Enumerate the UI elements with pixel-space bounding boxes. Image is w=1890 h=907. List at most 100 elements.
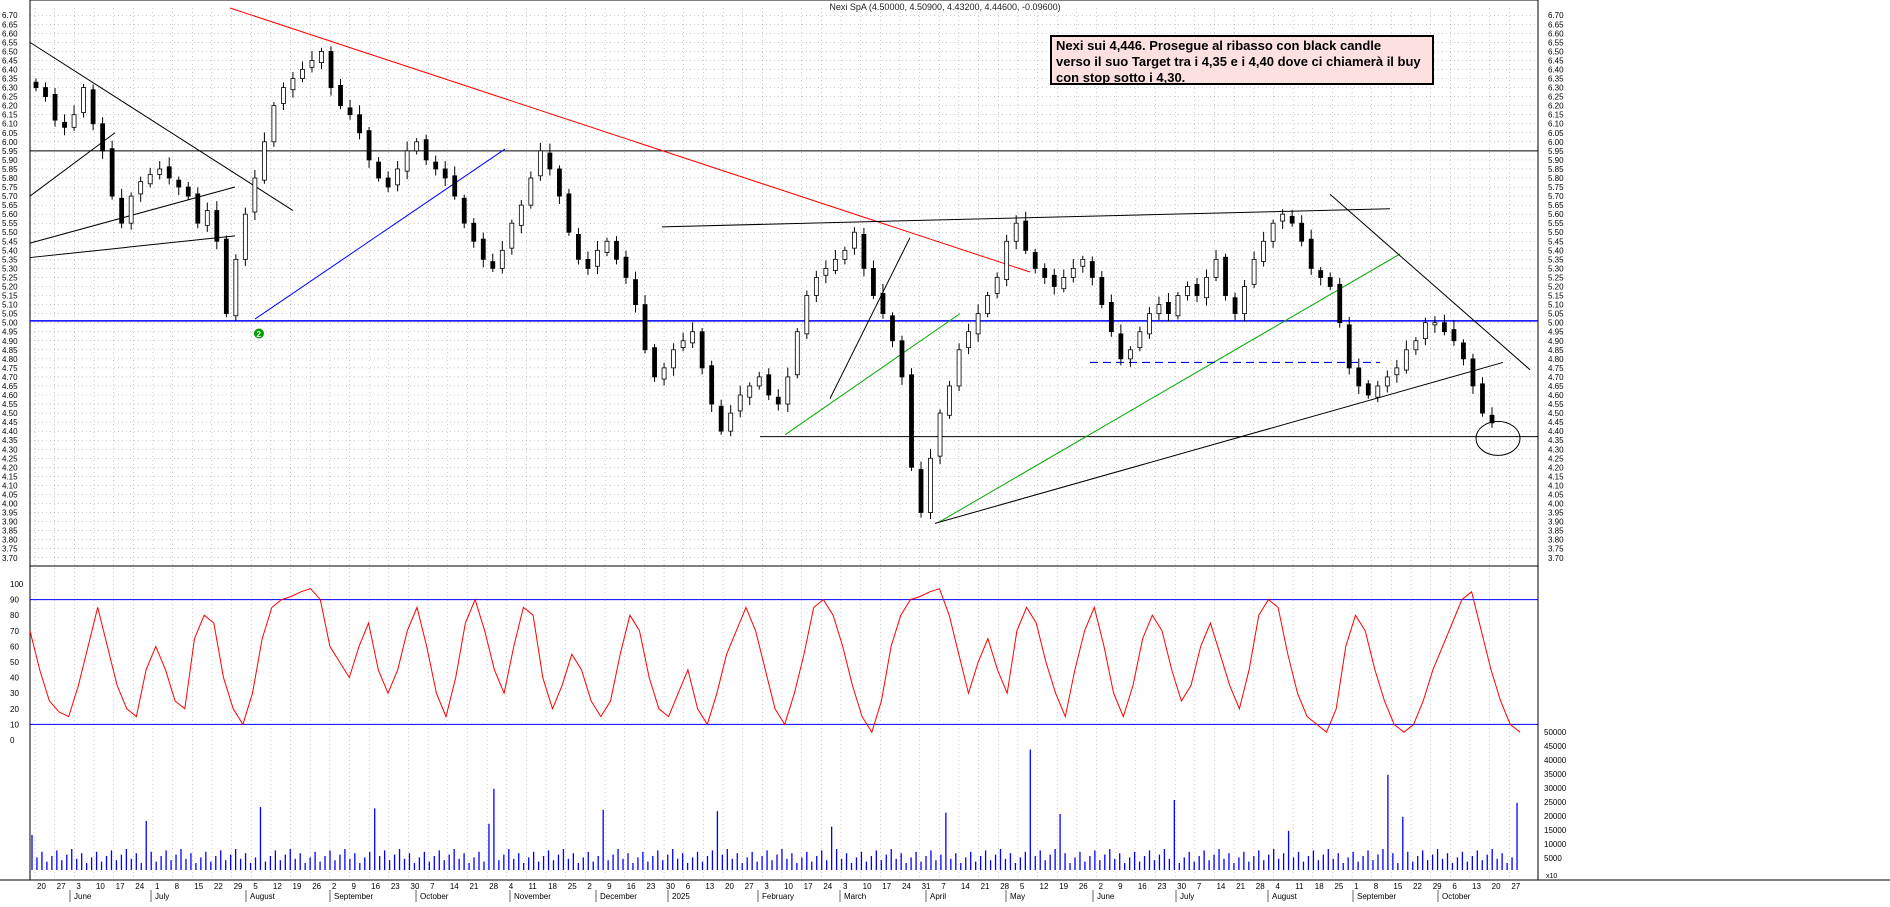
- y-tick-label-left: 5.65: [2, 201, 18, 210]
- x-tick-label: 2: [587, 882, 592, 891]
- volume-tick-label: 25000: [1544, 798, 1567, 807]
- candle-body: [718, 405, 724, 432]
- y-tick-label-right: 3.80: [1548, 536, 1564, 545]
- candle-body: [319, 51, 324, 64]
- candle-body: [633, 279, 638, 305]
- y-tick-label-right: 6.60: [1548, 29, 1564, 38]
- candle-body: [357, 114, 362, 134]
- analysis-note-line-1: Nexi sui 4,446. Prosegue al ribasso con …: [1056, 38, 1382, 53]
- x-tick-label: 8: [1374, 882, 1379, 891]
- y-tick-label-left: 4.95: [2, 328, 18, 337]
- x-tick-label: 30: [1177, 882, 1186, 891]
- candle-body: [556, 168, 562, 197]
- target-circle: [1475, 420, 1521, 456]
- y-tick-label-right: 4.45: [1548, 418, 1564, 427]
- x-month-label: June: [1097, 892, 1115, 901]
- x-month-label: October: [420, 892, 449, 901]
- candle-body: [890, 315, 895, 342]
- x-tick-label: 26: [1079, 882, 1088, 891]
- x-month-label: August: [250, 892, 276, 901]
- candle-body: [918, 469, 924, 513]
- candle-body: [185, 186, 191, 197]
- candle-body: [652, 347, 657, 378]
- candle-body: [775, 396, 781, 405]
- green-uptrend-line-2: [939, 253, 1401, 523]
- y-tick-label-left: 5.55: [2, 219, 18, 228]
- y-tick-label-left: 6.55: [2, 38, 18, 47]
- y-tick-label-left: 4.90: [2, 337, 18, 346]
- candle-body: [1099, 277, 1105, 305]
- candle-body: [871, 268, 876, 296]
- y-tick-label-left: 5.25: [2, 273, 18, 282]
- y-tick-label-right: 6.40: [1548, 65, 1564, 74]
- candle-body: [242, 213, 248, 260]
- x-tick-label: 5: [253, 882, 258, 891]
- x-tick-label: 27: [57, 882, 66, 891]
- green-uptrend-line-1: [784, 313, 961, 436]
- axes-layer: 20 27 3 10 17 24 1 8 15 22 29 5 12 19 26 2 9 16 23 30 7 14 21 2…: [2, 11, 1567, 902]
- y-tick-label-right: 5.75: [1548, 183, 1564, 192]
- candle-body: [1118, 333, 1124, 360]
- candle-body: [204, 210, 210, 226]
- y-tick-label-right: 4.55: [1548, 400, 1564, 409]
- candle-body: [1051, 274, 1057, 287]
- oscillator-line: [29, 588, 1521, 734]
- candle-body: [271, 105, 277, 143]
- x-tick-label: 19: [293, 882, 302, 891]
- candle-body: [680, 340, 686, 349]
- x-tick-label: 3: [843, 882, 848, 891]
- candle-body: [347, 107, 353, 116]
- volume-tick-label: 10000: [1544, 840, 1567, 849]
- x-tick-label: 16: [371, 882, 380, 891]
- x-tick-label: 20: [37, 882, 46, 891]
- candle-body: [1394, 367, 1400, 376]
- x-month-label: July: [1180, 892, 1194, 901]
- x-month-label: February: [762, 892, 794, 901]
- candle-body: [1432, 322, 1438, 326]
- candle-body: [223, 238, 229, 315]
- x-tick-label: 14: [1216, 882, 1225, 891]
- candle-body: [1175, 295, 1181, 317]
- candle-body: [480, 238, 486, 260]
- x-tick-label: 9: [607, 882, 612, 891]
- x-tick-label: 23: [1158, 882, 1167, 891]
- y-tick-label-left: 6.10: [2, 120, 18, 129]
- candle-body: [756, 376, 762, 387]
- osc-tick-label: 60: [10, 642, 19, 651]
- y-tick-label-left: 5.10: [2, 301, 18, 310]
- x-month-label: July: [155, 892, 169, 901]
- candle-body: [1470, 358, 1476, 387]
- x-month-label: August: [1272, 892, 1298, 901]
- candle-body: [290, 78, 296, 91]
- x-tick-label: 10: [96, 882, 105, 891]
- long-support-line: [934, 361, 1504, 524]
- y-tick-label-right: 4.65: [1548, 382, 1564, 391]
- volume-tick-label: 50000: [1544, 728, 1567, 737]
- candle-body: [1318, 270, 1324, 278]
- candle-body: [366, 130, 372, 161]
- analysis-note-line-2: verso il suo Target tra i 4,35 e i 4,40 …: [1056, 54, 1421, 69]
- volume-tick-label: 45000: [1544, 742, 1567, 751]
- candle-body: [956, 349, 962, 387]
- y-tick-label-right: 5.65: [1548, 201, 1564, 210]
- volume-tick-label: 30000: [1544, 784, 1567, 793]
- candle-body: [785, 376, 791, 405]
- recent-downtrend-line: [1329, 193, 1531, 371]
- x-tick-label: 2: [1099, 882, 1104, 891]
- candle-body: [823, 268, 829, 276]
- y-tick-label-left: 4.50: [2, 409, 18, 418]
- candle-body: [1089, 261, 1095, 278]
- y-tick-label-right: 4.05: [1548, 490, 1564, 499]
- y-tick-label-left: 4.55: [2, 400, 18, 409]
- candle-body: [214, 210, 220, 242]
- candle-body: [33, 81, 39, 88]
- candle-body: [842, 249, 848, 260]
- candle-body: [395, 168, 401, 186]
- candle-body: [328, 51, 334, 88]
- early-channel-line: [29, 235, 236, 259]
- candle-body: [442, 168, 448, 179]
- y-tick-label-right: 5.30: [1548, 264, 1564, 273]
- x-tick-label: 11: [1295, 882, 1304, 891]
- candle-body: [1356, 367, 1362, 387]
